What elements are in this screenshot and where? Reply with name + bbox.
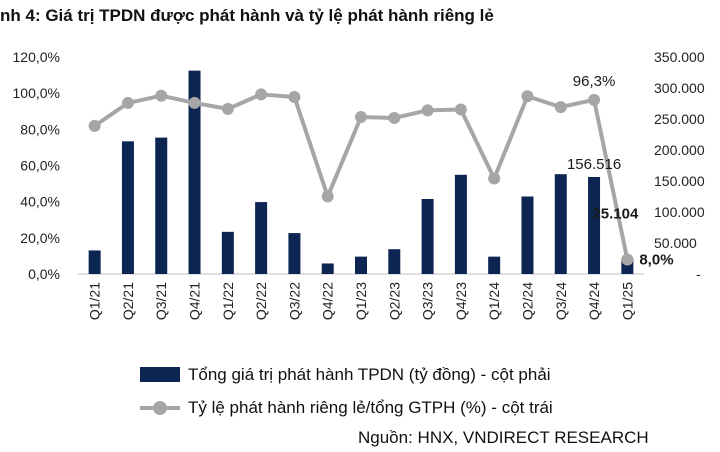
rate-point-Q1/21 xyxy=(88,119,101,132)
left-axis-tick-label: 40,0% xyxy=(20,194,60,210)
right-axis-tick-label: 100.000 xyxy=(654,204,705,220)
bar-Q4/21 xyxy=(188,70,201,274)
bar-Q3/24 xyxy=(554,174,567,274)
x-tick-label: Q3/24 xyxy=(553,282,569,320)
left-axis-tick-label: 120,0% xyxy=(13,49,60,65)
rate-point-Q4/22 xyxy=(321,190,334,203)
legend-item-line: Tỷ lệ phát hành riêng lẻ/tổng GTPH (%) -… xyxy=(140,398,553,418)
legend-line-label: Tỷ lệ phát hành riêng lẻ/tổng GTPH (%) -… xyxy=(188,398,553,417)
x-tick-label: Q1/23 xyxy=(353,282,369,320)
bar-Q4/23 xyxy=(454,174,467,274)
rate-point-Q1/23 xyxy=(355,111,367,124)
left-axis-tick-label: 60,0% xyxy=(20,158,60,174)
rate-point-Q1/25 xyxy=(621,253,634,266)
x-tick-label: Q1/21 xyxy=(87,282,103,320)
bar-Q3/23 xyxy=(421,198,434,274)
left-axis-ticks: 0,0% 20,0% 40,0% 60,0% 80,0% 100,0% 120,0% xyxy=(13,49,60,282)
x-tick-label: Q2/21 xyxy=(120,282,136,320)
x-tick-label: Q3/22 xyxy=(286,282,302,320)
rate-point-Q3/24 xyxy=(554,101,567,114)
x-tick-label: Q3/21 xyxy=(153,282,169,320)
data-label: 8,0% xyxy=(639,252,673,269)
x-tick-label: Q2/24 xyxy=(519,282,535,320)
x-tick-label: Q4/24 xyxy=(586,282,602,320)
legend-line-swatch xyxy=(140,400,180,415)
line-series xyxy=(88,88,634,266)
bar-Q3/22 xyxy=(288,233,301,274)
bar-Q1/21 xyxy=(88,250,101,274)
right-axis-tick-label: 350.000 xyxy=(654,49,705,65)
rate-point-Q4/21 xyxy=(188,96,201,109)
bar-series xyxy=(88,70,634,274)
rate-point-Q1/22 xyxy=(221,102,234,115)
combo-chart: 0,0% 20,0% 40,0% 60,0% 80,0% 100,0% 120,0% - 50… xyxy=(13,49,705,320)
right-axis-ticks: - 50.000 100.000 150.000 200.000 250.000 300.0… xyxy=(654,49,705,282)
bar-Q2/24 xyxy=(521,196,534,274)
rate-point-Q2/23 xyxy=(388,111,401,124)
bar-Q2/21 xyxy=(121,141,134,274)
bar-Q1/23 xyxy=(355,256,367,274)
right-axis-tick-label: - xyxy=(696,266,701,282)
data-label: 156.516 xyxy=(567,156,621,173)
left-axis-tick-label: 0,0% xyxy=(28,266,60,282)
rate-point-Q2/21 xyxy=(121,96,134,109)
chart-title: nh 4: Giá trị TPDN được phát hành và tỷ … xyxy=(0,6,494,25)
bar-Q4/24 xyxy=(588,176,601,274)
right-axis-tick-label: 300.000 xyxy=(654,80,705,96)
data-label: 25.104 xyxy=(592,205,639,222)
x-tick-label: Q2/23 xyxy=(386,282,402,320)
x-tick-label: Q4/21 xyxy=(187,282,203,320)
bar-Q1/22 xyxy=(221,231,234,274)
bar-Q2/23 xyxy=(388,249,401,274)
x-axis-ticks: Q1/21 Q2/21 Q3/21 Q4/21 Q1/22 Q2/22 Q3/22 Q4/22… xyxy=(87,282,636,320)
rate-point-Q4/24 xyxy=(588,93,601,106)
right-axis-tick-label: 200.000 xyxy=(654,142,705,158)
bar-Q4/22 xyxy=(321,263,334,274)
right-axis-tick-label: 250.000 xyxy=(654,111,705,127)
left-axis-tick-label: 100,0% xyxy=(13,85,60,101)
data-label: 96,3% xyxy=(573,73,616,90)
bar-Q1/24 xyxy=(488,256,501,274)
rate-point-Q3/23 xyxy=(421,104,434,117)
rate-point-Q3/22 xyxy=(288,90,301,103)
rate-point-Q2/24 xyxy=(521,90,534,103)
x-tick-label: Q2/22 xyxy=(253,282,269,320)
rate-point-Q2/22 xyxy=(255,88,268,101)
legend-item-bar: Tổng giá trị phát hành TPDN (tỷ đồng) - … xyxy=(140,365,551,385)
data-labels: 96,3% 156.516 25.104 8,0% xyxy=(567,73,674,269)
right-axis-tick-label: 150.000 xyxy=(654,173,705,189)
right-axis-tick-label: 50.000 xyxy=(654,235,697,251)
rate-point-Q1/24 xyxy=(488,172,501,185)
x-tick-label: Q1/22 xyxy=(220,282,236,320)
rate-point-Q4/23 xyxy=(454,103,467,116)
legend-bar-swatch xyxy=(140,367,180,382)
x-tick-label: Q4/22 xyxy=(320,282,336,320)
left-axis-tick-label: 20,0% xyxy=(20,230,60,246)
bar-Q3/21 xyxy=(155,137,168,274)
legend-bar-label: Tổng giá trị phát hành TPDN (tỷ đồng) - … xyxy=(188,365,551,384)
left-axis-tick-label: 80,0% xyxy=(20,121,60,137)
x-tick-label: Q3/23 xyxy=(420,282,436,320)
x-tick-label: Q1/25 xyxy=(619,282,635,320)
bar-Q2/22 xyxy=(255,202,268,274)
source-note: Nguồn: HNX, VNDIRECT RESEARCH xyxy=(358,428,649,447)
x-tick-label: Q4/23 xyxy=(453,282,469,320)
rate-point-Q3/21 xyxy=(155,89,168,102)
x-tick-label: Q1/24 xyxy=(486,282,502,320)
